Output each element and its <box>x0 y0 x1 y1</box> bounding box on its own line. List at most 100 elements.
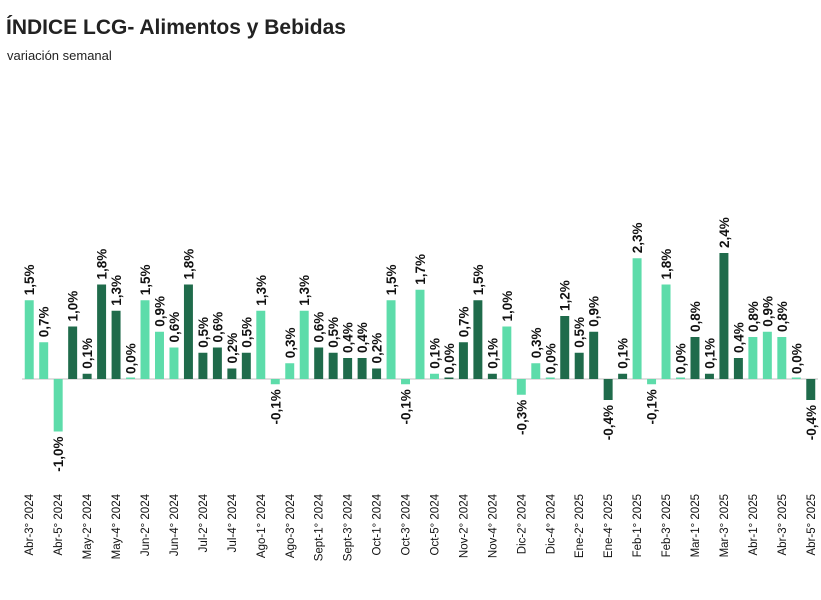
data-label: 0,2% <box>370 333 385 364</box>
chart-subtitle: variación semanal <box>7 48 112 63</box>
bar <box>429 373 439 379</box>
bar <box>299 310 309 379</box>
bar <box>661 284 671 379</box>
data-label: -1,0% <box>51 437 66 472</box>
bar <box>111 310 121 379</box>
data-label: 1,5% <box>471 264 486 295</box>
x-tick-label: Abr-3° 2025 <box>777 494 789 556</box>
bar <box>589 331 599 379</box>
data-label: 0,4% <box>341 322 356 353</box>
x-tick-label: Ene-2° 2025 <box>574 494 586 558</box>
bar <box>256 310 266 379</box>
data-label: 0,0% <box>789 343 804 374</box>
x-tick-label: Sept-1° 2024 <box>314 493 326 561</box>
data-label: 0,7% <box>37 306 52 337</box>
data-label: 1,3% <box>254 275 269 306</box>
data-label: 0,5% <box>572 317 587 348</box>
bar <box>618 373 628 379</box>
bar <box>676 377 685 379</box>
data-label: 0,0% <box>124 343 139 374</box>
bar <box>82 373 92 379</box>
data-label: 1,3% <box>297 275 312 306</box>
data-label: 1,8% <box>95 249 110 280</box>
data-label: 0,3% <box>283 327 298 358</box>
bar <box>198 352 208 379</box>
data-label: 0,1% <box>616 338 631 369</box>
data-label: 0,8% <box>775 301 790 332</box>
data-label: 0,3% <box>529 327 544 358</box>
data-label: 2,3% <box>630 222 645 253</box>
bar <box>531 363 541 379</box>
x-tick-label: Nov-2° 2024 <box>458 493 470 558</box>
bar <box>806 379 816 400</box>
bar <box>560 316 570 379</box>
x-tick-label: Nov-4° 2024 <box>487 493 499 558</box>
bar <box>647 379 657 385</box>
data-label: 0,5% <box>239 317 254 348</box>
bar <box>343 358 353 379</box>
data-label: -0,1% <box>645 389 660 424</box>
x-tick-label: Jun-4° 2024 <box>169 493 181 556</box>
bar <box>748 337 758 379</box>
bar <box>270 379 280 385</box>
data-label: 0,0% <box>543 343 558 374</box>
x-tick-label: Mar-1° 2025 <box>690 494 702 557</box>
bar <box>24 300 34 379</box>
bar <box>155 331 164 379</box>
bar <box>140 300 150 379</box>
bar <box>68 326 78 379</box>
bar <box>169 347 179 379</box>
bar <box>545 377 555 379</box>
x-tick-label: Dic-4° 2024 <box>545 493 557 554</box>
data-label: 0,6% <box>312 312 327 343</box>
data-label: 1,8% <box>181 249 196 280</box>
data-label: 1,7% <box>413 254 428 285</box>
x-tick-label: Abr-5° 2025 <box>806 494 818 556</box>
x-tick-label: Jul-2° 2024 <box>198 493 210 552</box>
data-label: 1,0% <box>66 291 81 322</box>
x-tick-label: May-2° 2024 <box>82 493 94 559</box>
bar <box>241 352 251 379</box>
bar <box>314 347 324 379</box>
bar <box>733 358 743 379</box>
bar <box>574 352 584 379</box>
data-label: 0,4% <box>355 322 370 353</box>
data-label: 0,9% <box>587 296 602 327</box>
x-tick-label: Abr-3° 2024 <box>24 493 36 555</box>
x-tick-label: Ago-3° 2024 <box>285 493 297 558</box>
bar <box>473 300 483 379</box>
bar <box>386 300 396 379</box>
x-tick-label: Feb-1° 2025 <box>632 494 644 557</box>
data-label: 2,4% <box>717 217 732 248</box>
x-tick-label: Sept-3° 2024 <box>343 493 355 561</box>
data-label: 0,2% <box>225 333 240 364</box>
x-tick-label: Jul-4° 2024 <box>227 493 239 552</box>
x-tick-label: May-4° 2024 <box>111 493 123 559</box>
bar <box>690 337 700 379</box>
bar <box>212 347 222 379</box>
bar <box>126 377 136 379</box>
data-label: 0,6% <box>167 312 182 343</box>
x-tick-label: Abr-1° 2025 <box>748 494 760 556</box>
data-label: 0,5% <box>326 317 341 348</box>
data-label: -0,3% <box>514 400 529 435</box>
bar <box>39 342 49 379</box>
data-label: -0,1% <box>268 389 283 424</box>
bar <box>444 377 454 379</box>
x-tick-label: Oct-5° 2024 <box>429 493 441 555</box>
data-label: 1,5% <box>138 264 153 295</box>
x-tick-label: Jun-2° 2024 <box>140 493 152 556</box>
data-label: 1,0% <box>500 291 515 322</box>
bar <box>458 342 468 379</box>
bar <box>357 358 367 379</box>
data-label: 0,4% <box>731 322 746 353</box>
data-label: 0,9% <box>760 296 775 327</box>
data-label: 0,8% <box>688 301 703 332</box>
bar <box>372 368 382 379</box>
x-tick-label: Oct-1° 2024 <box>372 493 384 555</box>
data-label: 0,0% <box>442 343 457 374</box>
data-label: -0,4% <box>601 405 616 440</box>
x-tick-label: Ene-4° 2025 <box>603 494 615 558</box>
